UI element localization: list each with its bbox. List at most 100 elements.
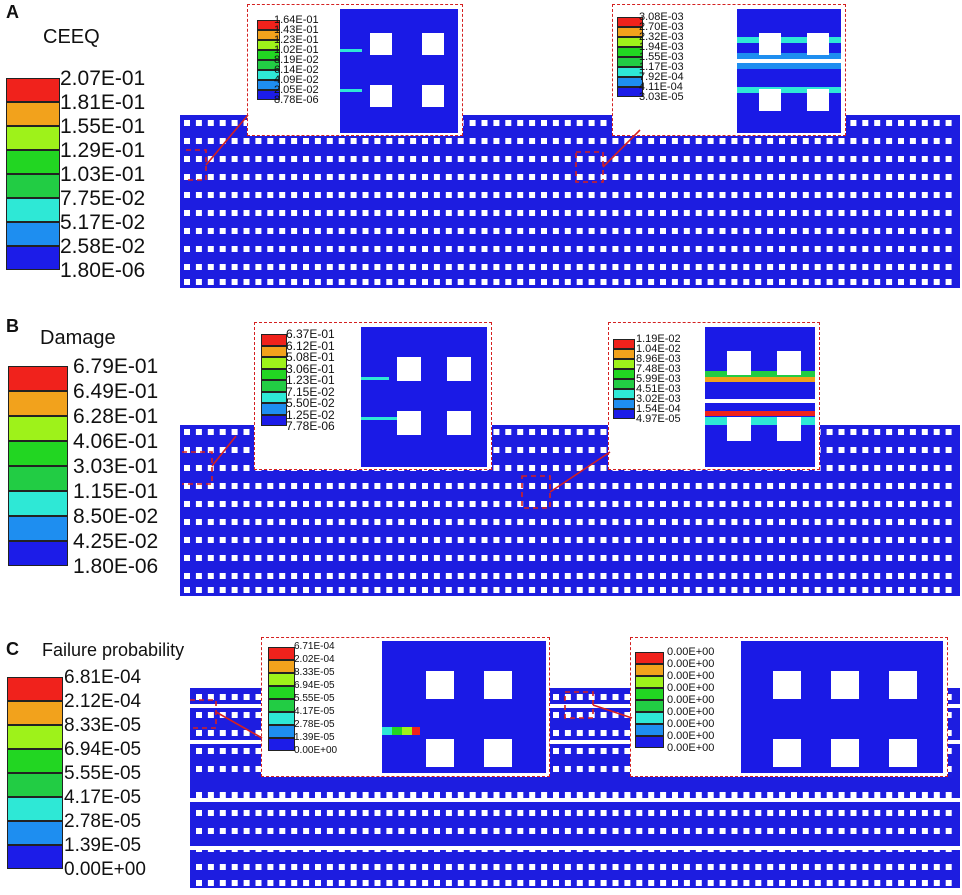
mesh-hole [886, 537, 893, 543]
mesh-hole [374, 537, 381, 543]
mesh-hole [374, 264, 381, 270]
mesh-hole [612, 246, 619, 252]
legend-color-band [8, 416, 68, 441]
mesh-hole [505, 792, 512, 798]
legend-color-band [613, 379, 635, 389]
mesh-hole [921, 429, 928, 435]
mesh-hole [838, 792, 845, 798]
legend-color-band [613, 369, 635, 379]
mesh-hole [207, 279, 214, 285]
mesh-hole [814, 587, 821, 593]
mesh-hole [886, 264, 893, 270]
mesh-hole [660, 264, 666, 270]
mesh-hole [445, 555, 452, 561]
mesh-hole [945, 880, 952, 886]
mesh-hole [814, 174, 821, 180]
mesh-hole [874, 447, 881, 453]
mesh-hole [469, 810, 476, 816]
mesh-hole [338, 246, 345, 252]
panel-a-letter: A [6, 2, 19, 22]
mesh-hole [767, 138, 774, 144]
mesh-hole [898, 555, 904, 561]
mesh-hole [529, 279, 536, 285]
mesh-hole [445, 587, 452, 593]
mesh-hole [279, 519, 286, 525]
mesh-hole [350, 228, 357, 234]
mesh-hole [921, 587, 928, 593]
mesh-hole [767, 156, 774, 162]
mesh-hole [564, 279, 571, 285]
mesh-hole [683, 555, 690, 561]
mesh-hole [517, 447, 524, 453]
mesh-hole [695, 828, 702, 834]
mesh-hole [933, 587, 940, 593]
mesh-hole [909, 519, 916, 525]
mesh-hole [243, 228, 250, 234]
mesh-hole [636, 828, 643, 834]
mesh-hole [564, 694, 571, 700]
mesh-hole [374, 880, 381, 886]
mesh-hole [612, 694, 619, 700]
mesh-hole [398, 501, 405, 507]
mesh-hole [588, 748, 595, 754]
mesh-hole [779, 138, 785, 144]
mesh-hole [445, 156, 452, 162]
mesh-hole [386, 864, 393, 870]
mesh-hole [612, 573, 619, 579]
mesh-hole [457, 246, 464, 252]
mesh-hole [481, 880, 488, 886]
mesh-hole [362, 192, 369, 198]
mesh-hole [755, 156, 762, 162]
mesh-hole [338, 156, 345, 162]
legend-label: 1.64E-01 [274, 13, 319, 26]
mesh-hole [279, 210, 286, 216]
mesh-hole [636, 864, 643, 870]
mesh-hole [660, 174, 666, 180]
mesh-hole [719, 156, 726, 162]
mesh-hole [921, 138, 928, 144]
mesh-hole [219, 766, 226, 772]
mesh-hole [255, 246, 262, 252]
panel-b-inset-right-field [705, 327, 815, 467]
mesh-hole [779, 880, 786, 886]
mesh-hole [303, 828, 310, 834]
mesh-hole [541, 465, 547, 471]
mesh-hole [707, 573, 714, 579]
mesh-hole [790, 156, 797, 162]
mesh-hole [267, 587, 274, 593]
mesh-hole [564, 501, 571, 507]
mesh-hole [541, 138, 547, 144]
mesh-hole [850, 587, 857, 593]
legend-label: 1.55E-03 [639, 50, 684, 63]
mesh-hole [184, 174, 190, 180]
mesh-hole [422, 792, 429, 798]
mesh-hole [886, 483, 893, 489]
mesh-hole [469, 174, 476, 180]
mesh-hole [207, 192, 214, 198]
mesh-hole [505, 587, 512, 593]
mesh-hole [243, 864, 250, 870]
legend-color-band [257, 30, 280, 40]
mesh-hole [921, 555, 928, 561]
mesh-hole [184, 156, 190, 162]
mesh-hole [671, 246, 678, 252]
mesh-hole [576, 810, 583, 816]
mesh-hole [493, 483, 500, 489]
mesh-hole [231, 465, 238, 471]
mesh-hole [909, 573, 916, 579]
mesh-hole [314, 537, 321, 543]
panel-b-inset-right: 1.19E-02 1.04E-02 8.96E-03 7.48E-03 5.99E-03… [608, 322, 820, 470]
legend-color-band [617, 77, 643, 87]
mesh-hole [719, 587, 726, 593]
mesh-hole [196, 766, 202, 772]
mesh-hole [921, 210, 928, 216]
mesh-hole [683, 810, 690, 816]
mesh-hole [695, 573, 702, 579]
legend-label: 1.43E-01 [274, 23, 319, 36]
mesh-hole [267, 555, 274, 561]
mesh-hole [660, 828, 667, 834]
mesh-hole [541, 447, 547, 453]
mesh-hole [731, 210, 738, 216]
mesh-hole [338, 210, 345, 216]
contour-band [392, 727, 402, 735]
